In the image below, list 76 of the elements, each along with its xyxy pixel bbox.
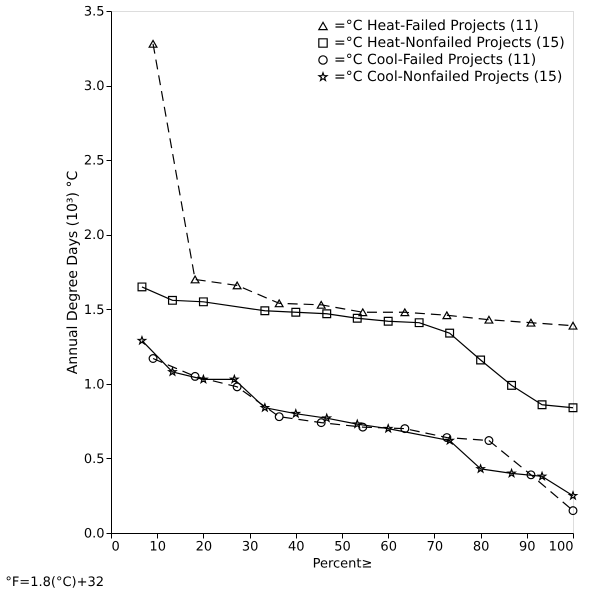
point [442, 311, 452, 320]
point [198, 297, 208, 306]
text: °F=1.8(°C)+32 [5, 575, 104, 590]
point [568, 491, 578, 500]
point [538, 400, 547, 410]
point [526, 470, 536, 480]
x-tick-label: 100 [548, 540, 574, 554]
y-tick-label: 2.0 [84, 228, 104, 244]
point [538, 472, 546, 480]
point [232, 382, 242, 392]
point [232, 281, 242, 290]
y-axis-title: Annual Degree Days (10³) °C [64, 170, 81, 374]
x-tick-label: 60 [380, 540, 397, 554]
point [352, 420, 362, 428]
x-tick-label: 10 [149, 540, 166, 554]
point [260, 306, 270, 316]
point [352, 314, 362, 323]
point [291, 308, 300, 317]
point [190, 276, 200, 284]
point [316, 418, 326, 428]
point [476, 464, 485, 473]
point [445, 328, 454, 338]
x-tick-label: 0 [112, 540, 120, 554]
point [168, 367, 177, 376]
point [358, 422, 368, 432]
point [138, 336, 146, 344]
point [476, 356, 486, 364]
point [484, 436, 494, 445]
point [168, 296, 177, 305]
legend-label: =°C Cool-Failed Projects (11) [334, 52, 536, 68]
point [507, 468, 516, 478]
point [292, 409, 300, 418]
point [400, 308, 410, 316]
y-tick-label: 0.0 [84, 526, 104, 542]
legend-label: =°C Heat-Failed Projects (11) [334, 18, 539, 34]
point [358, 308, 368, 316]
y-tick-label: 3.5 [84, 4, 104, 20]
y-tick-label: 0.5 [84, 452, 104, 467]
point [568, 322, 578, 330]
y-tick-label: 1.0 [84, 377, 104, 392]
x-tick-label: 50 [334, 540, 351, 554]
y-tick-label: 3.0 [84, 79, 104, 94]
x-tick-label: 80 [472, 540, 490, 554]
point [190, 372, 200, 381]
legend-label: =°C Heat-Nonfailed Projects (15) [334, 35, 565, 51]
point [384, 424, 392, 432]
point [445, 436, 454, 444]
x-tick-label: 20 [196, 540, 212, 554]
point [442, 433, 452, 442]
point [148, 40, 158, 48]
x-tick-label: 70 [426, 540, 444, 554]
y-tick-label: 2.5 [84, 154, 104, 169]
point [199, 374, 208, 384]
y-tick-label: 1.5 [84, 302, 104, 318]
x-tick-label: 40 [288, 540, 305, 554]
point [316, 300, 326, 309]
point [148, 354, 158, 363]
legend-label: =°C Cool-Nonfailed Projects (15) [334, 69, 562, 85]
point [484, 316, 494, 324]
x-tick-label: 30 [242, 540, 258, 554]
point [274, 299, 284, 308]
point [507, 380, 516, 390]
point [384, 316, 393, 326]
x-axis-title: Percent≥ [312, 556, 372, 572]
point [568, 506, 578, 516]
point [322, 414, 332, 422]
point [568, 403, 578, 412]
point [274, 412, 284, 422]
point [526, 318, 536, 327]
point [322, 309, 332, 318]
point [230, 374, 239, 384]
point [137, 282, 146, 292]
point [400, 424, 410, 434]
point [414, 318, 424, 328]
x-tick-label: 90 [519, 540, 536, 554]
point [260, 403, 270, 412]
